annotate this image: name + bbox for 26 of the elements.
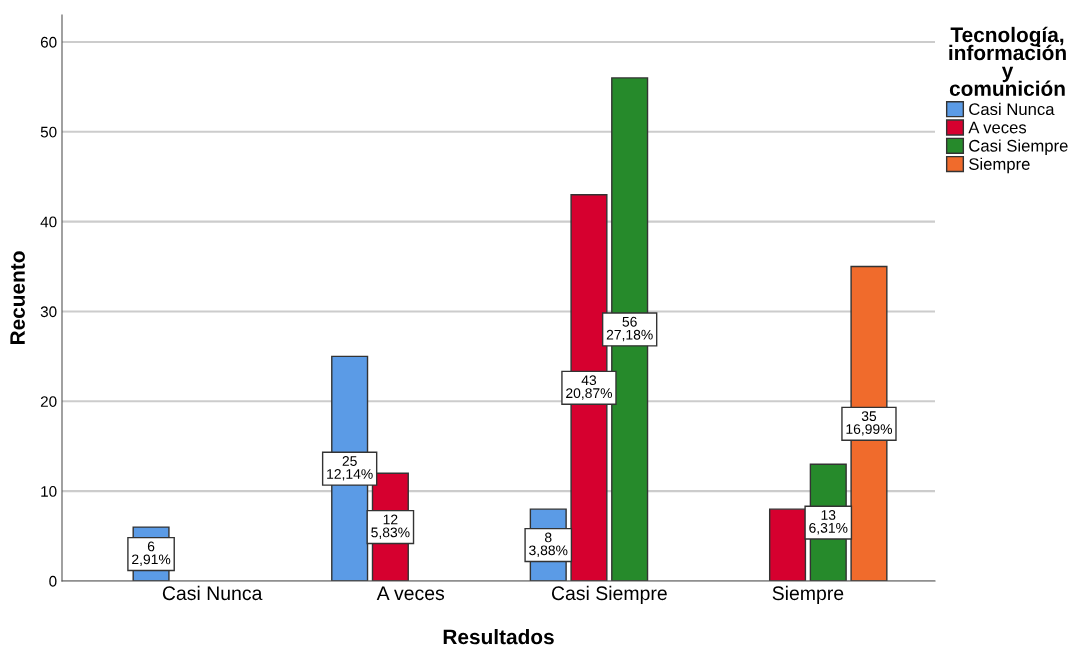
data-label: 56 27,18% (606, 316, 653, 342)
data-label: 43 20,87% (566, 375, 613, 400)
y-tick-label: 20 (40, 396, 57, 407)
y-tick-label: 40 (40, 216, 57, 228)
legend-title: Tecnología, información y comunición (949, 26, 1066, 96)
y-tick-label: 30 (40, 306, 57, 318)
y-tick-label: 50 (40, 126, 57, 138)
legend-label: Casi Nunca (969, 102, 1055, 116)
x-tick-label: Casi Nunca (162, 585, 263, 601)
x-axis-title: Resultados (443, 628, 554, 645)
data-label: 12 5,83% (371, 514, 410, 539)
data-label: 6 2,91% (132, 541, 171, 566)
data-label: 13 6,31% (809, 510, 848, 535)
y-axis-title: Recuento (10, 251, 25, 345)
x-tick-label: A veces (376, 586, 445, 601)
data-label: 35 16,99% (846, 411, 893, 436)
legend-label: Siempre (969, 157, 1030, 174)
x-tick-label: Casi Siempre (551, 585, 667, 604)
y-tick-label: 0 (49, 575, 57, 587)
data-label: 25 12,14% (327, 456, 373, 481)
legend-label: A veces (968, 121, 1027, 134)
y-tick-label: 60 (40, 36, 57, 48)
y-tick-label: 10 (41, 486, 57, 497)
legend-label: Casi Siempre (969, 139, 1068, 155)
data-label: 8 3,88% (529, 532, 568, 557)
x-tick-label: Siempre (772, 585, 844, 604)
